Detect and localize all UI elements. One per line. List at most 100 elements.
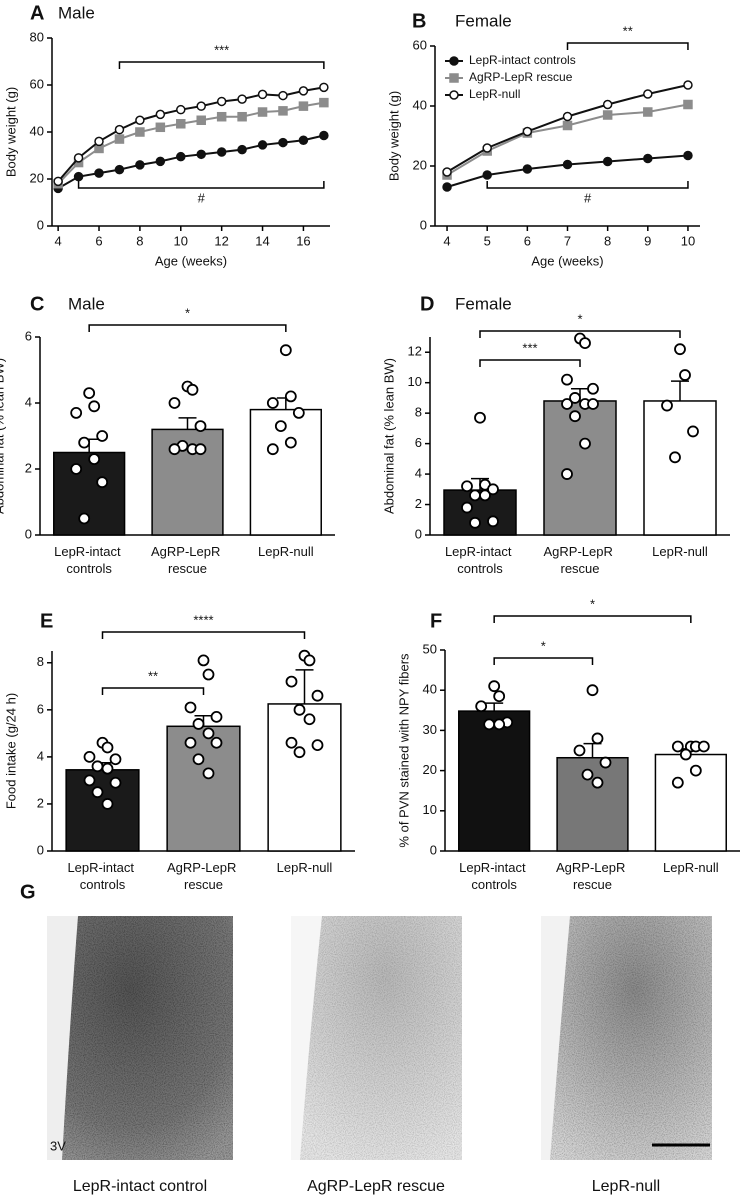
significance-bracket xyxy=(479,359,581,367)
data-point xyxy=(196,149,206,160)
data-point xyxy=(78,512,91,525)
significance-bracket xyxy=(101,687,205,695)
y-axis-label: Abdominal fat (% lean BW) xyxy=(0,358,6,514)
data-point xyxy=(311,739,324,752)
bar xyxy=(458,710,531,852)
x-tick-label: LepR-null xyxy=(258,544,314,559)
data-point xyxy=(94,136,104,147)
data-point xyxy=(671,740,684,753)
data-point xyxy=(279,344,292,357)
micrograph-texture xyxy=(291,916,462,1160)
y-tick-label: 80 xyxy=(30,29,44,44)
x-tick-label: 8 xyxy=(604,233,611,248)
error-bar xyxy=(178,417,197,430)
data-point xyxy=(237,94,247,104)
bar xyxy=(267,703,342,852)
ventricle xyxy=(47,916,78,1160)
x-tick-label: LepR-intact controls xyxy=(445,544,515,576)
data-point xyxy=(101,741,114,754)
x-tick-label: LepR-null xyxy=(277,860,333,875)
micrograph-texture xyxy=(541,916,712,1160)
y-tick-label: 8 xyxy=(415,405,422,420)
panel-letter: D xyxy=(420,293,434,315)
x-tick-label: AgRP-LepR rescue xyxy=(556,860,629,892)
data-point xyxy=(278,90,288,101)
data-point xyxy=(303,654,316,667)
y-tick-label: 10 xyxy=(408,374,422,389)
data-point xyxy=(602,99,613,110)
data-point xyxy=(88,453,101,466)
panel-letter: C xyxy=(30,293,44,315)
data-point xyxy=(479,489,491,502)
data-point xyxy=(683,150,693,161)
data-point xyxy=(561,468,573,480)
data-point xyxy=(237,144,247,155)
data-point xyxy=(319,97,329,108)
data-point xyxy=(285,675,298,688)
ventricle xyxy=(541,916,570,1160)
data-point xyxy=(202,767,215,780)
data-point xyxy=(197,654,210,667)
data-point xyxy=(573,744,586,757)
significance-bracket xyxy=(101,631,306,639)
data-point xyxy=(168,397,181,409)
micrograph-texture xyxy=(47,916,233,1160)
x-tick-label: 5 xyxy=(484,233,491,248)
data-point xyxy=(687,425,699,438)
y-tick-label: 12 xyxy=(408,344,422,359)
data-point xyxy=(561,373,573,386)
data-point xyxy=(461,480,473,493)
data-point xyxy=(311,689,324,702)
bar xyxy=(53,451,126,536)
data-point xyxy=(482,143,492,153)
y-tick-label: 2 xyxy=(37,795,44,810)
y-axis-label: Body weight (g) xyxy=(386,91,401,181)
significance-label: * xyxy=(577,311,582,326)
data-point xyxy=(135,127,145,137)
chart-panel: D Female Abdominal fat (% lean BW) 0 2 4 6 8 10 1… xyxy=(381,293,730,576)
ventricle-label: 3V xyxy=(50,1138,66,1153)
x-tick-label: AgRP-LepR rescue xyxy=(167,860,240,892)
data-point xyxy=(493,690,506,703)
series-line xyxy=(57,86,325,183)
y-tick-label: 40 xyxy=(423,682,437,697)
data-point xyxy=(298,86,309,96)
x-tick-label: 9 xyxy=(644,233,651,248)
panel-letter: G xyxy=(20,881,36,903)
panel-title: Female xyxy=(455,11,512,30)
data-point xyxy=(83,750,96,763)
chart-panel: A Male Body weight (g) 0 20 40 60 80 4 6 8 10 12 14 16… xyxy=(3,2,330,268)
x-tick-label: 16 xyxy=(296,233,310,248)
significance-bracket xyxy=(493,657,594,665)
data-point xyxy=(643,153,653,164)
data-point xyxy=(192,753,205,766)
y-tick-label: 40 xyxy=(413,97,427,112)
error-bar xyxy=(671,380,689,401)
data-point xyxy=(475,700,488,713)
data-point xyxy=(78,436,91,449)
data-point xyxy=(298,101,309,111)
data-point xyxy=(661,399,673,412)
y-tick-label: 30 xyxy=(423,722,437,737)
data-point xyxy=(522,164,533,174)
x-axis-label: Age (weeks) xyxy=(155,253,227,268)
data-point xyxy=(216,111,227,122)
data-point xyxy=(91,786,104,799)
data-point xyxy=(278,137,288,148)
data-point xyxy=(679,369,691,381)
bar xyxy=(543,400,617,536)
data-point xyxy=(522,126,533,137)
x-axis-label: Age (weeks) xyxy=(531,253,603,268)
error-bar xyxy=(485,702,504,712)
panel-letter: B xyxy=(412,10,426,32)
data-point xyxy=(155,122,166,133)
data-point xyxy=(210,736,223,749)
data-point xyxy=(202,727,215,740)
data-point xyxy=(73,153,84,163)
significance-label: **** xyxy=(193,612,213,627)
x-tick-label: 7 xyxy=(564,233,571,248)
data-point xyxy=(303,713,316,726)
data-point xyxy=(135,160,145,170)
y-tick-label: 2 xyxy=(25,460,32,475)
data-point xyxy=(96,430,109,442)
